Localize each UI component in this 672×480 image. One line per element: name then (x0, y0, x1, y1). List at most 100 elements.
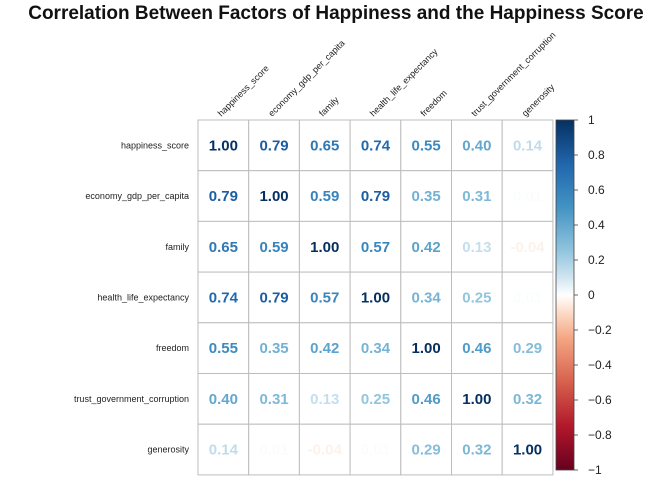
cell-value-family-health_life_expectancy: 0.57 (361, 239, 390, 256)
cell-value-trust_government_corruption-health_life_expectancy: 0.25 (361, 391, 390, 408)
cell-value-family-happiness_score: 0.65 (209, 239, 238, 256)
cell-value-health_life_expectancy-health_life_expectancy: 1.00 (361, 289, 390, 306)
cell-value-health_life_expectancy-generosity: 0.01 (513, 289, 542, 306)
column-label-freedom: freedom (418, 88, 448, 118)
legend-tick-label: 0.4 (588, 218, 605, 232)
cell-family-economy_gdp_per_capita (248, 220, 300, 273)
cell-value-economy_gdp_per_capita-trust_government_corruption: 0.31 (462, 188, 491, 205)
column-label-trust_government_corruption: trust_government_corruption (469, 30, 557, 118)
cell-value-health_life_expectancy-happiness_score: 0.74 (209, 289, 239, 306)
row-label-health_life_expectancy: health_life_expectancy (97, 292, 189, 302)
cell-family-family (298, 220, 351, 273)
cell-value-trust_government_corruption-family: 0.13 (310, 391, 339, 408)
cell-value-health_life_expectancy-freedom: 0.34 (412, 289, 442, 306)
cell-health_life_expectancy-freedom (400, 271, 452, 324)
legend-tick-label: −1 (588, 463, 602, 477)
cell-generosity-generosity (501, 423, 554, 476)
cell-economy_gdp_per_capita-health_life_expectancy (349, 170, 402, 222)
correlation-cells: 1.00 0.79 0.65 0.74 0.55 0.40 0.14 0.79 1.00 0.59… (197, 119, 554, 476)
cell-economy_gdp_per_capita-happiness_score (197, 170, 250, 222)
column-labels: happiness_scoreeconomy_gdp_per_capitafam… (216, 30, 558, 118)
cell-value-family-freedom: 0.42 (412, 239, 441, 256)
cell-value-economy_gdp_per_capita-generosity: 0.01 (513, 188, 542, 205)
cell-generosity-freedom (400, 423, 452, 476)
cell-family-happiness_score (197, 220, 250, 273)
row-label-freedom: freedom (156, 343, 189, 353)
cell-value-happiness_score-health_life_expectancy: 0.74 (361, 137, 391, 154)
cell-value-happiness_score-happiness_score: 1.00 (209, 137, 238, 154)
cell-value-generosity-health_life_expectancy: 0.01 (361, 442, 390, 459)
cell-value-freedom-economy_gdp_per_capita: 0.35 (259, 340, 288, 357)
column-label-generosity: generosity (520, 82, 557, 119)
cell-value-generosity-economy_gdp_per_capita: 0.01 (259, 442, 288, 459)
cell-health_life_expectancy-happiness_score (197, 271, 250, 324)
cell-value-health_life_expectancy-economy_gdp_per_capita: 0.79 (259, 289, 288, 306)
cell-value-generosity-freedom: 0.29 (412, 442, 441, 459)
column-label-family: family (317, 94, 341, 118)
row-label-economy_gdp_per_capita: economy_gdp_per_capita (85, 191, 189, 201)
cell-value-trust_government_corruption-trust_government_corruption: 1.00 (462, 391, 491, 408)
cell-happiness_score-trust_government_corruption (451, 119, 503, 172)
row-label-generosity: generosity (147, 445, 189, 455)
row-label-family: family (165, 242, 189, 252)
row-labels: happiness_score economy_gdp_per_capitafam… (74, 140, 190, 454)
cell-health_life_expectancy-health_life_expectancy (349, 271, 402, 324)
cell-value-family-trust_government_corruption: 0.13 (462, 239, 491, 256)
cell-generosity-family (298, 423, 351, 476)
cell-trust_government_corruption-happiness_score (197, 373, 250, 425)
legend-tick-label: −0.6 (588, 393, 612, 407)
row-label-happiness_score: happiness_score (121, 140, 189, 150)
cell-happiness_score-generosity (501, 119, 554, 172)
column-label-happiness_score: happiness_score (216, 63, 271, 118)
cell-value-economy_gdp_per_capita-happiness_score: 0.79 (209, 188, 238, 205)
cell-freedom-generosity (501, 322, 554, 374)
chart-title: Correlation Between Factors of Happiness… (28, 3, 644, 24)
cell-family-freedom (400, 220, 452, 273)
cell-family-generosity (501, 220, 554, 273)
legend-tick-label: 0.6 (588, 183, 605, 197)
cell-economy_gdp_per_capita-generosity (501, 170, 554, 222)
legend-tick-label: −0.4 (588, 358, 612, 372)
cell-generosity-economy_gdp_per_capita (248, 423, 300, 476)
cell-health_life_expectancy-family (298, 271, 351, 324)
cell-freedom-freedom (400, 322, 452, 374)
cell-economy_gdp_per_capita-trust_government_corruption (451, 170, 503, 222)
cell-value-freedom-generosity: 0.29 (513, 340, 542, 357)
cell-value-family-economy_gdp_per_capita: 0.59 (259, 239, 288, 256)
cell-value-economy_gdp_per_capita-economy_gdp_per_capita: 1.00 (259, 188, 288, 205)
cell-value-economy_gdp_per_capita-health_life_expectancy: 0.79 (361, 188, 390, 205)
cell-value-family-generosity: -0.04 (510, 239, 545, 256)
cell-value-generosity-generosity: 1.00 (513, 442, 542, 459)
cell-freedom-trust_government_corruption (451, 322, 503, 374)
cell-value-freedom-family: 0.42 (310, 340, 339, 357)
legend-tick-label: 0.2 (588, 253, 605, 267)
cell-value-trust_government_corruption-economy_gdp_per_capita: 0.31 (259, 391, 288, 408)
cell-value-happiness_score-economy_gdp_per_capita: 0.79 (259, 137, 288, 154)
cell-generosity-health_life_expectancy (349, 423, 402, 476)
legend-tick-label: 0 (588, 288, 595, 302)
color-legend: 1 0.8 0.6 0.4 0.2 0 −0.2 −0.4 −0.6 −0.8 −1 (555, 113, 612, 477)
legend-colorbar (555, 119, 575, 471)
cell-value-freedom-trust_government_corruption: 0.46 (462, 340, 491, 357)
cell-generosity-happiness_score (197, 423, 250, 476)
cell-value-health_life_expectancy-family: 0.57 (310, 289, 339, 306)
cell-value-family-family: 1.00 (310, 239, 339, 256)
legend-tick-label: −0.8 (588, 428, 612, 442)
cell-value-generosity-family: -0.04 (308, 442, 343, 459)
cell-value-generosity-trust_government_corruption: 0.32 (462, 442, 491, 459)
cell-value-trust_government_corruption-generosity: 0.32 (513, 391, 542, 408)
cell-generosity-trust_government_corruption (451, 423, 503, 476)
legend-tick-label: −0.2 (588, 323, 612, 337)
cell-freedom-economy_gdp_per_capita (248, 322, 300, 374)
cell-value-freedom-freedom: 1.00 (412, 340, 441, 357)
cell-family-health_life_expectancy (349, 220, 402, 273)
cell-value-trust_government_corruption-happiness_score: 0.40 (209, 391, 238, 408)
cell-value-generosity-happiness_score: 0.14 (209, 442, 239, 459)
cell-value-happiness_score-generosity: 0.14 (513, 137, 543, 154)
cell-health_life_expectancy-generosity (501, 271, 554, 324)
cell-value-freedom-health_life_expectancy: 0.34 (361, 340, 391, 357)
cell-value-freedom-happiness_score: 0.55 (209, 340, 238, 357)
cell-value-happiness_score-trust_government_corruption: 0.40 (462, 137, 491, 154)
cell-value-health_life_expectancy-trust_government_corruption: 0.25 (462, 289, 491, 306)
